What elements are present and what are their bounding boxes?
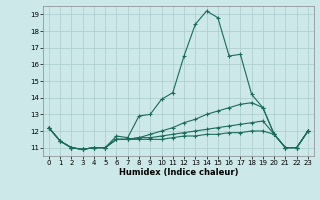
X-axis label: Humidex (Indice chaleur): Humidex (Indice chaleur) (119, 168, 238, 177)
